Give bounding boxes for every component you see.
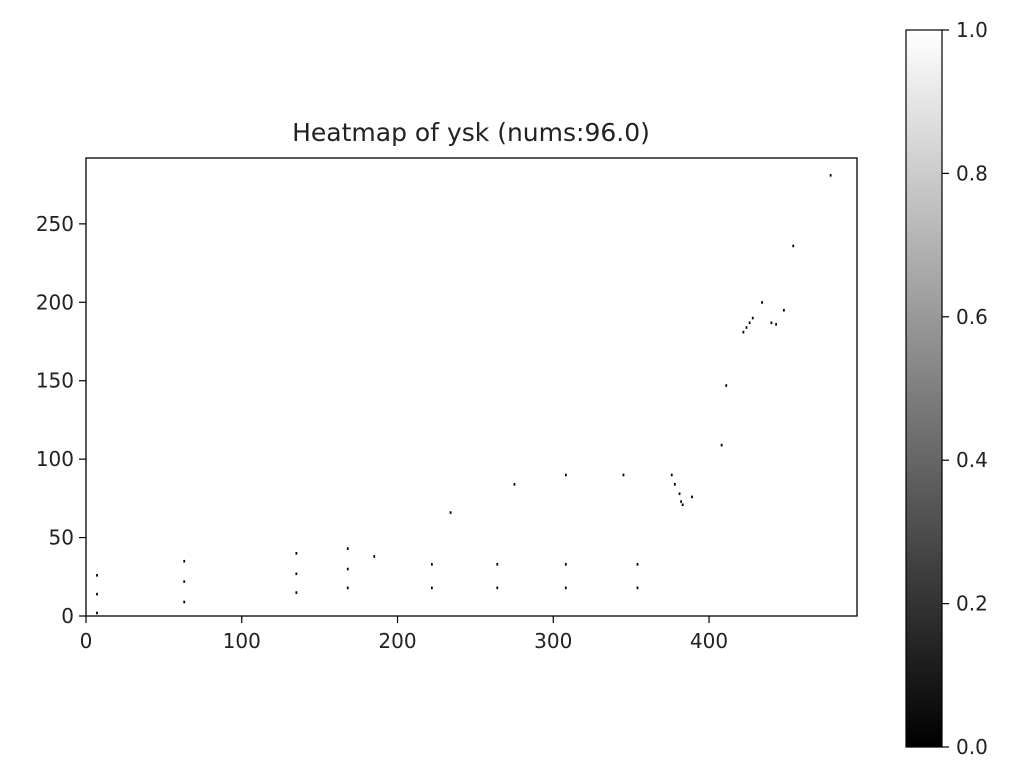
y-tick-label-50: 50	[49, 526, 74, 550]
y-tick-label-250: 250	[36, 212, 74, 236]
colorbar-tick-label-0.8: 0.8	[956, 161, 988, 185]
heatmap-cell-22	[622, 473, 625, 477]
heatmap-cell-7	[295, 572, 298, 576]
colorbar-axis: 0.0 0.2 0.4 0.6 0.8 1.0	[942, 18, 988, 759]
plot-frame	[85, 157, 858, 617]
heatmap-cell-38	[770, 321, 773, 325]
heatmap-cell-34	[745, 326, 748, 329]
heatmap-cell-1	[96, 592, 98, 596]
heatmap-cell-20	[564, 563, 567, 566]
heatmap-cell-11	[346, 547, 349, 550]
heatmap-cell-8	[295, 552, 298, 555]
heatmap-cell-13	[430, 586, 433, 590]
heatmap-cell-19	[564, 586, 567, 590]
heatmap-cell-21	[564, 473, 567, 477]
heatmap-cell-10	[346, 567, 349, 571]
y-tick-label-150: 150	[36, 369, 74, 393]
heatmap-cell-30	[691, 495, 693, 499]
x-tick-label-200: 200	[378, 629, 416, 653]
heatmap-cell-0	[96, 611, 98, 615]
heatmap-cell-14	[430, 563, 433, 566]
heatmap-cell-27	[678, 492, 681, 496]
heatmap-cell-37	[761, 301, 763, 304]
heatmap-cell-31	[720, 443, 723, 447]
heatmap-cell-36	[751, 316, 754, 320]
heatmap-cell-2	[96, 574, 98, 577]
y-axis: 0 50 100 150 200 250	[36, 212, 86, 628]
heatmap-cell-9	[346, 586, 349, 590]
heatmap-cell-25	[670, 473, 673, 477]
heatmap-cell-4	[183, 580, 186, 583]
colorbar-tick-label-0.2: 0.2	[956, 592, 988, 616]
heatmap-cell-6	[295, 591, 298, 594]
heatmap-cell-41	[792, 244, 795, 248]
heatmap-cell-16	[496, 586, 499, 590]
heatmap-cells	[96, 174, 832, 615]
heatmap-cell-35	[748, 321, 751, 325]
heatmap-cell-24	[636, 563, 639, 566]
colorbar-tick-label-0.6: 0.6	[956, 305, 988, 329]
heatmap-cell-29	[681, 503, 684, 507]
heatmap-cell-3	[183, 600, 186, 604]
heatmap-cell-42	[829, 174, 832, 177]
colorbar-tick-label-1.0: 1.0	[956, 18, 988, 42]
heatmap-cell-23	[636, 586, 639, 590]
heatmap-cell-5	[183, 559, 186, 563]
x-tick-label-400: 400	[690, 629, 728, 653]
heatmap-cell-40	[782, 308, 785, 312]
y-tick-label-0: 0	[61, 604, 74, 628]
plot-area	[86, 158, 857, 616]
x-tick-label-0: 0	[80, 629, 93, 653]
heatmap-cell-39	[775, 323, 778, 326]
chart-title: Heatmap of ysk (nums:96.0)	[292, 118, 650, 147]
heatmap-cell-17	[496, 563, 499, 566]
colorbar-tick-label-0.4: 0.4	[956, 448, 988, 472]
heatmap-cell-28	[680, 500, 682, 503]
heatmap-cell-18	[513, 483, 516, 486]
x-tick-label-300: 300	[534, 629, 572, 653]
y-tick-label-200: 200	[36, 290, 74, 314]
colorbar-tick-label-0.0: 0.0	[956, 735, 988, 759]
x-tick-label-100: 100	[223, 629, 261, 653]
heatmap-cell-33	[742, 330, 745, 334]
heatmap-cell-15	[449, 511, 452, 514]
x-axis: 0 100 200 300 400	[80, 616, 728, 653]
heatmap-cell-32	[725, 384, 728, 387]
heatmap-cell-26	[673, 483, 676, 486]
colorbar	[905, 29, 943, 748]
heatmap-cell-12	[373, 555, 376, 558]
y-tick-label-100: 100	[36, 447, 74, 471]
